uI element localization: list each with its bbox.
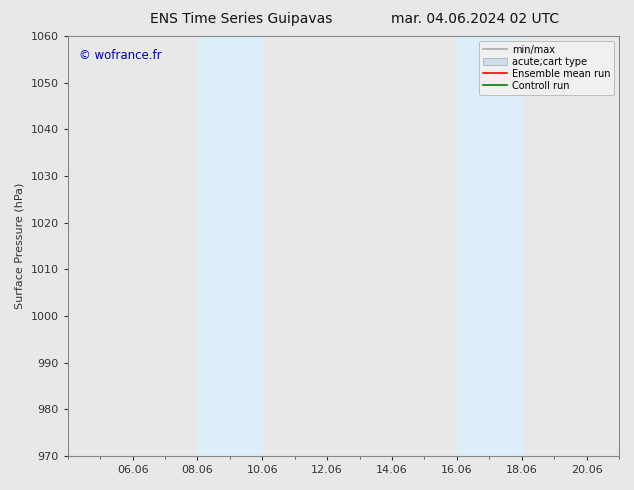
Text: ENS Time Series Guipavas: ENS Time Series Guipavas xyxy=(150,12,332,26)
Legend: min/max, acute;cart type, Ensemble mean run, Controll run: min/max, acute;cart type, Ensemble mean … xyxy=(479,41,614,95)
Text: mar. 04.06.2024 02 UTC: mar. 04.06.2024 02 UTC xyxy=(391,12,560,26)
Y-axis label: Surface Pressure (hPa): Surface Pressure (hPa) xyxy=(15,183,25,309)
Bar xyxy=(457,36,522,456)
Bar xyxy=(197,36,262,456)
Text: © wofrance.fr: © wofrance.fr xyxy=(79,49,162,62)
